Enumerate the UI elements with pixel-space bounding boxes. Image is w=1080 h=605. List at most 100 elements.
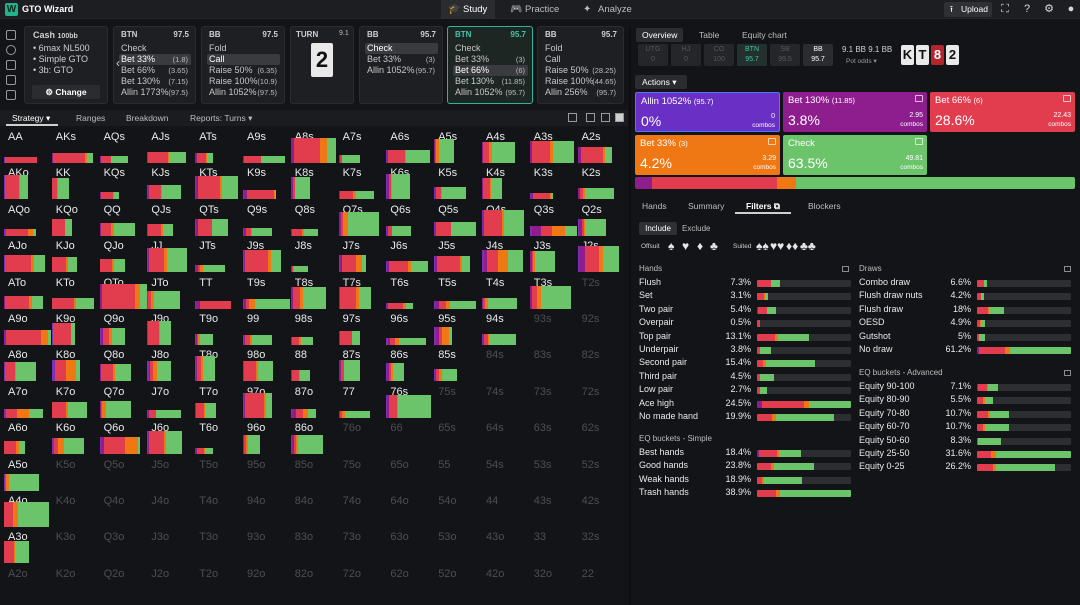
position-chip-utg[interactable]: UTG 0 — [638, 44, 668, 66]
hand-cell-98o[interactable]: 98o — [243, 346, 290, 382]
hand-cell-KQs[interactable]: KQs — [99, 164, 147, 200]
tab-blockers[interactable]: Blockers — [808, 201, 841, 211]
hand-cell-AJo[interactable]: AJo — [4, 237, 51, 273]
hand-cell-72s[interactable]: 72s — [578, 383, 625, 418]
hand-cell-Q4s[interactable]: Q4s — [482, 201, 529, 236]
filter-row-second-pair[interactable]: Second pair 15.4% — [639, 357, 851, 369]
hand-cell-J3o[interactable]: J3o — [147, 528, 194, 563]
filter-row-flush-draw-nuts[interactable]: Flush draw nuts 4.2% — [859, 290, 1071, 302]
hand-cell-T5o[interactable]: T5o — [195, 456, 242, 491]
hand-cell-53o[interactable]: 53o — [434, 528, 481, 563]
filter-row-equity-0-25[interactable]: Equity 0-25 26.2% — [859, 461, 1071, 473]
spot-card-bb-next[interactable]: BB 95.7 Fold Call Raise 50% (28.25) Raise 100%… — [537, 26, 624, 104]
suited-diamond-icon[interactable]: ♦♦ — [786, 239, 799, 253]
hand-cell-J2o[interactable]: J2o — [147, 565, 194, 600]
hand-cell-KTs[interactable]: KTs — [195, 164, 242, 200]
hand-cell-KTo[interactable]: KTo — [51, 274, 99, 309]
hand-cell-J9s[interactable]: J9s — [243, 237, 290, 273]
hand-cell-K7o[interactable]: K7o — [51, 383, 99, 418]
grid-large-icon[interactable] — [615, 113, 624, 122]
details-icon[interactable] — [768, 138, 776, 145]
upload-button[interactable]: ⭱ Upload — [944, 2, 992, 17]
hand-cell-J4s[interactable]: J4s — [482, 237, 529, 273]
hand-cell-85s[interactable]: 85s — [434, 346, 481, 382]
spot-action-0[interactable]: Fold — [207, 43, 280, 54]
spot-action-1[interactable]: Call — [543, 54, 619, 65]
hand-cell-82s[interactable]: 82s — [578, 346, 625, 381]
suited-spade-icon[interactable]: ♠♠ — [756, 239, 769, 253]
heart-icon[interactable]: ♥ — [682, 239, 690, 253]
hand-cell-QQ[interactable]: QQ — [99, 201, 147, 236]
hand-cell-J4o[interactable]: J4o — [147, 492, 194, 527]
hand-cell-T8s[interactable]: T8s — [290, 274, 338, 309]
grid-small-icon[interactable] — [586, 113, 595, 122]
filter-row-gutshot[interactable]: Gutshot 5% — [859, 331, 1071, 343]
hand-cell-76s[interactable]: 76s — [386, 383, 433, 418]
action-box-check[interactable]: Check 63.5% 49.81 combos — [783, 135, 927, 175]
hand-cell-83s[interactable]: 83s — [530, 346, 577, 381]
spot-action-1[interactable]: Call — [207, 54, 280, 65]
hand-cell-87o[interactable]: 87o — [290, 383, 338, 418]
hand-cell-84s[interactable]: 84s — [482, 346, 529, 381]
hand-cell-K4s[interactable]: K4s — [482, 164, 529, 200]
hand-cell-JJ[interactable]: JJ — [147, 237, 194, 273]
filter-row-weak-hands[interactable]: Weak hands 18.9% — [639, 474, 851, 486]
hand-cell-94o[interactable]: 94o — [243, 492, 290, 527]
hand-cell-A5o[interactable]: A5o — [4, 456, 51, 491]
hand-cell-J2s[interactable]: J2s — [577, 237, 625, 273]
position-chip-hj[interactable]: HJ 0 — [671, 44, 701, 66]
hand-cell-QTo[interactable]: QTo — [99, 274, 147, 309]
hand-cell-T4s[interactable]: T4s — [482, 274, 529, 309]
hand-cell-A3o[interactable]: A3o — [4, 528, 51, 564]
hand-cell-77[interactable]: 77 — [338, 383, 386, 418]
hand-cell-75o[interactable]: 75o — [339, 456, 386, 491]
hand-cell-42o[interactable]: 42o — [482, 565, 529, 600]
section-settings-icon[interactable] — [842, 266, 849, 272]
hand-cell-Q3s[interactable]: Q3s — [529, 201, 577, 236]
hand-cell-KK[interactable]: KK — [51, 164, 99, 200]
hand-cell-A6s[interactable]: A6s — [386, 128, 433, 163]
filter-row-overpair[interactable]: Overpair 0.5% — [639, 317, 851, 329]
print-icon[interactable] — [6, 75, 16, 85]
hand-cell-J8o[interactable]: J8o — [147, 346, 194, 382]
hand-cell-A8o[interactable]: A8o — [4, 346, 51, 382]
filter-row-no-draw[interactable]: No draw 61.2% — [859, 344, 1071, 356]
hand-cell-JTo[interactable]: JTo — [147, 274, 194, 309]
hand-cell-Q5s[interactable]: Q5s — [434, 201, 481, 236]
hand-cell-64s[interactable]: 64s — [482, 419, 529, 454]
hand-cell-94s[interactable]: 94s — [482, 310, 529, 345]
hand-cell-33[interactable]: 33 — [530, 528, 577, 563]
action-box-bet-66-[interactable]: Bet 66% (6) 28.6% 22.43 combos — [930, 92, 1075, 132]
filter-row-set[interactable]: Set 3.1% — [639, 290, 851, 302]
position-chip-btn[interactable]: BTN 95.7 — [737, 44, 767, 66]
hand-cell-92s[interactable]: 92s — [578, 310, 625, 345]
hand-cell-93o[interactable]: 93o — [243, 528, 290, 563]
hand-cell-A2s[interactable]: A2s — [577, 128, 625, 163]
spot-action-2[interactable]: Allin 1052% (95.7) — [365, 65, 438, 76]
tab-ranges[interactable]: Ranges — [76, 113, 106, 123]
hand-cell-A4o[interactable]: A4o — [4, 492, 51, 527]
spot-action-3[interactable]: Bet 130% (11.85) — [453, 76, 528, 87]
hand-cell-AA[interactable]: AA — [4, 128, 51, 163]
action-box-bet-130-[interactable]: Bet 130% (11.85) 3.8% 2.95 combos — [783, 92, 927, 132]
hand-cell-K9s[interactable]: K9s — [243, 164, 290, 200]
hand-cell-T9o[interactable]: T9o — [195, 310, 242, 345]
hand-cell-K5o[interactable]: K5o — [52, 456, 99, 491]
hand-cell-J7s[interactable]: J7s — [338, 237, 386, 273]
spot-action-1[interactable]: Bet 33% (1.8) — [119, 54, 191, 65]
tab-equity-chart[interactable]: Equity chart — [742, 30, 787, 40]
hand-cell-KJs[interactable]: KJs — [147, 164, 194, 200]
turn-card[interactable]: 2 — [311, 43, 333, 77]
hand-cell-K3s[interactable]: K3s — [529, 164, 577, 200]
chevron-left-icon[interactable]: ‹ — [116, 56, 120, 70]
change-button[interactable]: ⚙ Change — [32, 85, 100, 99]
tab-hands[interactable]: Hands — [642, 201, 667, 211]
filter-row-best-hands[interactable]: Best hands 18.4% — [639, 447, 851, 459]
hand-cell-73s[interactable]: 73s — [530, 383, 577, 418]
grid-medium-icon[interactable] — [601, 113, 610, 122]
account-icon[interactable]: ● — [1067, 3, 1075, 15]
filter-row-equity-25-50[interactable]: Equity 25-50 31.6% — [859, 448, 1071, 460]
filter-row-combo-draw[interactable]: Combo draw 6.6% — [859, 277, 1071, 289]
hand-cell-K4o[interactable]: K4o — [52, 492, 99, 527]
hand-cell-K5s[interactable]: K5s — [434, 164, 481, 200]
